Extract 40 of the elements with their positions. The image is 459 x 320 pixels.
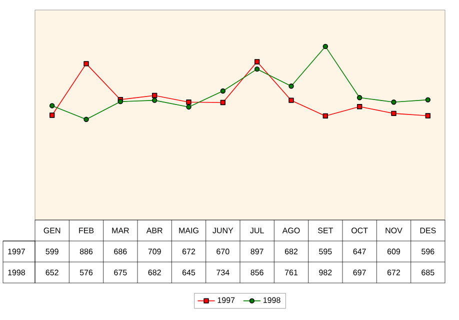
data-label: 576 [80, 270, 93, 276]
x-tick-label: DES [420, 228, 436, 234]
data-label: 672 [182, 248, 196, 254]
data-label: 652 [46, 270, 58, 276]
data-label: 675 [114, 270, 127, 276]
legend-label: 1998 [263, 297, 280, 303]
data-label: 886 [80, 248, 93, 254]
data-label: 596 [422, 248, 434, 254]
data-label: 609 [387, 248, 400, 254]
x-tick-label: SET [318, 228, 334, 234]
legend-label: 1997 [218, 297, 235, 303]
x-tick-label: JUL [250, 228, 264, 234]
data-label: 982 [319, 270, 332, 276]
data-label: 709 [148, 248, 161, 254]
data-label: 599 [46, 248, 58, 254]
data-label: 672 [387, 270, 400, 276]
data-label: 685 [422, 270, 434, 276]
data-label: 686 [114, 248, 127, 254]
x-tick-label: FEB [79, 228, 94, 234]
data-label: 761 [284, 270, 298, 276]
x-tick-label: MAR [112, 228, 129, 234]
data-label: 682 [284, 248, 298, 254]
data-label: 697 [353, 270, 366, 276]
data-label: 897 [250, 248, 264, 254]
x-tick-label: AGO [282, 228, 300, 234]
data-label: 647 [353, 248, 366, 254]
data-label: 682 [148, 270, 161, 276]
data-label: 734 [216, 270, 230, 276]
text: 1997 [8, 248, 25, 254]
data-label: 595 [319, 248, 332, 254]
x-tick-label: OCT [352, 228, 368, 234]
x-tick-label: JUNY [212, 228, 234, 234]
x-tick-label: ABR [146, 228, 162, 234]
x-tick-label: GEN [44, 228, 60, 234]
data-label: 856 [250, 270, 264, 276]
x-tick-label: NOV [386, 228, 402, 234]
data-label: 645 [182, 270, 196, 276]
data-label: 670 [216, 248, 230, 254]
text: 1998 [8, 270, 25, 276]
x-tick-label: MAIG [179, 228, 198, 234]
